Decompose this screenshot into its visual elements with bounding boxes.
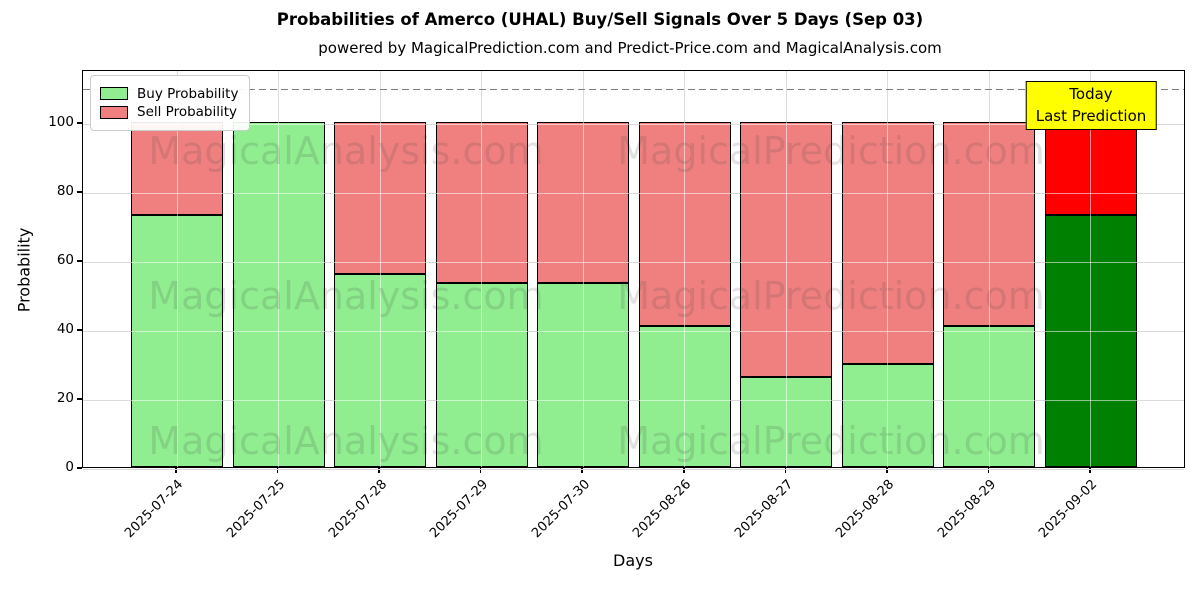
y-tick-label-80: 80 (56, 183, 74, 200)
x-tick-mark-2025-09-02 (1089, 468, 1091, 473)
y-tick-label-0: 0 (65, 459, 74, 475)
chart-title: Probabilities of Amerco (UHAL) Buy/Sell … (276, 10, 924, 29)
buy-swatch (100, 87, 128, 100)
x-tick-label-text-2025-08-26: 2025-08-26 (630, 477, 695, 542)
watermark-prediction-row3: MagicalPrediction.com (617, 419, 1045, 463)
x-tick-mark-2025-07-29 (479, 468, 482, 473)
gridline-x-2025-07-30-overlay (582, 71, 584, 467)
x-tick-mark-2025-07-24 (175, 468, 177, 473)
y-tick-label-20: 20 (56, 390, 74, 407)
watermarks-layer: MagicalAnalysis.com MagicalPrediction.com… (83, 71, 1184, 467)
y-tick-mark-80 (77, 191, 82, 193)
x-tick-label-text-2025-08-28: 2025-08-28 (833, 477, 898, 542)
watermark-analysis-row1: MagicalAnalysis.com (148, 129, 544, 173)
legend-item-buy: Buy Probability (100, 86, 238, 102)
watermark-prediction-row1: MagicalPrediction.com (617, 129, 1045, 173)
x-tick-mark-2025-08-26 (682, 468, 685, 473)
gridline-x-2025-08-28-overlay (887, 71, 889, 467)
x-axis-label: Days (613, 551, 653, 570)
y-tick-mark-20 (77, 398, 82, 400)
x-tick-label-text-2025-08-29: 2025-08-29 (934, 477, 999, 542)
x-tick-mark-2025-07-25 (276, 468, 279, 473)
watermark-analysis-row2: MagicalAnalysis.com (148, 274, 544, 318)
gridline-x-2025-09-02-overlay (1090, 71, 1092, 467)
x-tick-mark-2025-07-30 (581, 468, 583, 473)
x-tick-label-text-2025-07-29: 2025-07-29 (427, 477, 492, 542)
x-tick-label-text-2025-07-28: 2025-07-28 (325, 477, 390, 542)
legend-label-buy: Buy Probability (137, 85, 239, 102)
watermark-analysis-row3: MagicalAnalysis.com (148, 419, 544, 463)
gridline-x-2025-07-24-overlay (176, 71, 178, 467)
gridline-x-2025-08-29-overlay (988, 71, 990, 467)
y-tick-mark-40 (77, 329, 82, 331)
x-tick-label-text-2025-09-02: 2025-09-02 (1036, 477, 1101, 542)
gridline-y-20-overlay (83, 399, 1184, 401)
x-tick-mark-2025-08-28 (886, 468, 888, 473)
y-tick-mark-0 (77, 467, 82, 469)
y-tick-mark-100 (77, 122, 82, 124)
legend-item-sell: Sell Probability (100, 104, 238, 120)
chart-subtitle: powered by MagicalPrediction.com and Pre… (318, 39, 942, 57)
gridline-y-40-overlay (83, 330, 1184, 332)
x-tick-label-text-2025-07-30: 2025-07-30 (528, 477, 593, 542)
annotation-line2: Last Prediction (1035, 106, 1147, 125)
threshold-dashed-line (83, 88, 1184, 91)
annotation-line1: Today (1069, 85, 1113, 103)
legend-label-sell: Sell Probability (137, 104, 238, 120)
y-axis-label: Probability (14, 227, 34, 313)
x-tick-mark-2025-08-27 (784, 468, 787, 473)
gridline-x-2025-07-25-overlay (278, 71, 280, 467)
gridlines-over (83, 71, 1184, 470)
gridline-y-60-overlay (83, 261, 1184, 263)
gridline-x-2025-08-26-overlay (684, 71, 686, 467)
gridline-x-2025-08-27-overlay (785, 71, 787, 467)
x-tick-mark-2025-07-28 (378, 468, 380, 473)
y-tick-label-100: 100 (48, 114, 74, 131)
x-tick-mark-2025-08-29 (987, 468, 990, 473)
y-tick-label-60: 60 (56, 252, 74, 269)
plot-area: MagicalAnalysis.com MagicalPrediction.com… (82, 70, 1185, 470)
today-annotation: Today Last Prediction (1025, 81, 1157, 130)
x-tick-label-text-2025-08-27: 2025-08-27 (731, 477, 796, 542)
gridline-x-2025-07-29-overlay (481, 71, 483, 467)
gridline-x-2025-07-28-overlay (379, 71, 381, 467)
x-tick-label-text-2025-07-24: 2025-07-24 (122, 477, 187, 542)
gridline-y-100-overlay (83, 123, 1184, 125)
y-tick-mark-60 (77, 260, 82, 262)
y-tick-label-40: 40 (56, 321, 74, 338)
legend: Buy Probability Sell Probability (90, 75, 251, 131)
watermark-prediction-row2: MagicalPrediction.com (617, 274, 1045, 318)
sell-swatch (100, 105, 128, 119)
gridline-y-80-overlay (83, 192, 1184, 194)
gridline-y-0-overlay (83, 468, 1184, 470)
x-tick-label-text-2025-07-25: 2025-07-25 (224, 477, 289, 542)
